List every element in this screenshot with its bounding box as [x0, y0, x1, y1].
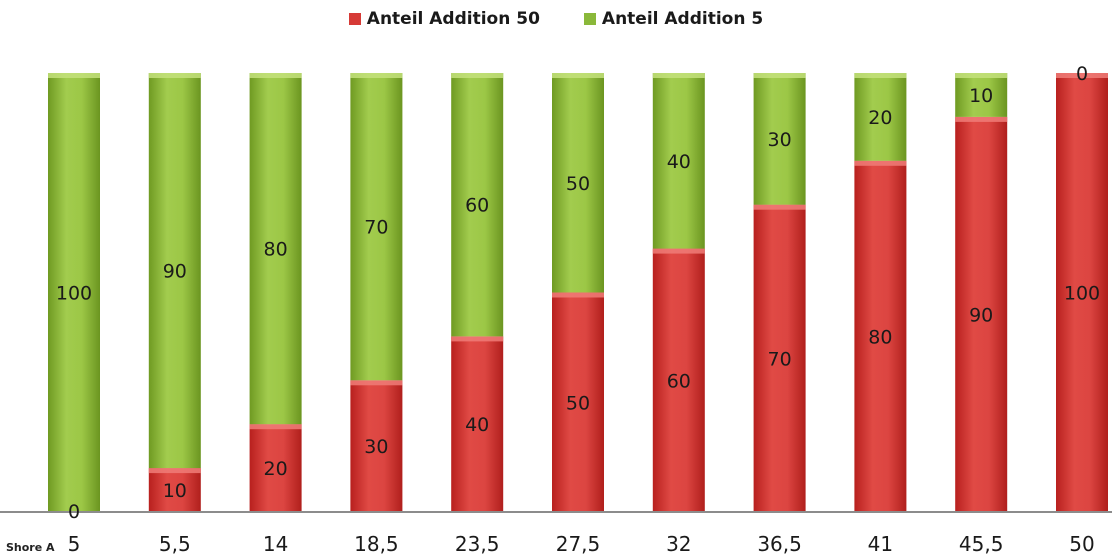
- x-axis-title: Shore A: [6, 541, 55, 554]
- x-tick-label: 5: [68, 532, 81, 556]
- data-label: 80: [264, 239, 288, 261]
- data-label: 40: [465, 414, 489, 436]
- bar-segment-addition-5: [753, 73, 806, 205]
- bar-segment-highlight: [753, 73, 806, 78]
- data-label: 90: [163, 261, 187, 283]
- bar-segment-highlight: [148, 73, 201, 78]
- bar-segment-highlight: [955, 116, 1008, 122]
- data-label: 70: [364, 217, 388, 239]
- x-tick-label: 18,5: [354, 532, 399, 556]
- bar-segment-addition-50: [249, 424, 302, 512]
- bar-segment-highlight: [552, 292, 604, 298]
- bar-segment-highlight: [854, 73, 907, 78]
- bar-segment-highlight: [350, 73, 403, 78]
- legend-label-addition-50: Anteil Addition 50: [366, 9, 540, 29]
- data-label: 30: [364, 436, 388, 458]
- data-label: 20: [264, 458, 288, 480]
- x-tick-label: 27,5: [556, 532, 601, 556]
- data-label: 0: [68, 501, 80, 523]
- bar-segment-addition-5: [350, 73, 403, 381]
- bar-segment-addition-50: [451, 336, 504, 512]
- bar-segment-highlight: [652, 248, 705, 254]
- data-label: 60: [667, 370, 691, 392]
- data-label: 100: [56, 283, 92, 305]
- labels-layer: 0100510905,5208014307018,5406023,5505027…: [56, 63, 1100, 556]
- x-tick-label: 41: [868, 532, 893, 556]
- x-tick-label: 32: [666, 532, 691, 556]
- legend: Anteil Addition 50 Anteil Addition 5: [0, 9, 1112, 29]
- x-tick-label: 50: [1069, 532, 1094, 556]
- bar-segment-highlight: [249, 424, 302, 430]
- bar-segment-highlight: [350, 380, 403, 386]
- x-tick-label: 5,5: [159, 532, 191, 556]
- bar-segment-highlight: [854, 160, 907, 166]
- legend-swatch-addition-50: [348, 13, 361, 25]
- bar-segment-highlight: [451, 336, 504, 342]
- bar-segment-addition-5: [148, 73, 201, 469]
- legend-swatch-addition-5: [583, 13, 596, 25]
- bar-segment-highlight: [1056, 73, 1108, 78]
- data-label: 40: [667, 151, 691, 173]
- x-tick-label: 14: [263, 532, 288, 556]
- legend-item-addition-50: Anteil Addition 50: [348, 9, 540, 29]
- legend-label-addition-5: Anteil Addition 5: [601, 9, 764, 29]
- data-label: 10: [969, 85, 993, 107]
- bar-segment-addition-5: [48, 73, 100, 512]
- bar-segment-highlight: [48, 73, 100, 78]
- bar-segment-addition-50: [652, 248, 705, 512]
- bar-segment-highlight: [753, 204, 806, 210]
- data-label: 50: [566, 173, 590, 195]
- data-label: 50: [566, 392, 590, 414]
- bar-segment-addition-50: [148, 468, 201, 512]
- bar-segment-addition-5: [552, 73, 604, 293]
- bar-segment-addition-50: [955, 116, 1008, 513]
- data-label: 10: [163, 480, 187, 502]
- data-label: 100: [1064, 283, 1100, 305]
- legend-item-addition-5: Anteil Addition 5: [583, 9, 764, 29]
- data-label: 90: [969, 304, 993, 326]
- bar-segment-addition-50: [1056, 73, 1108, 512]
- bar-segment-addition-5: [955, 73, 1008, 117]
- bar-segment-highlight: [552, 73, 604, 78]
- data-label: 80: [868, 326, 892, 348]
- x-tick-label: 23,5: [455, 532, 500, 556]
- bar-segment-addition-5: [854, 73, 907, 161]
- data-label: 70: [768, 348, 792, 370]
- bar-segment-addition-5: [451, 73, 504, 337]
- bar-segment-highlight: [955, 73, 1008, 78]
- x-tick-label: 36,5: [757, 532, 802, 556]
- bar-segment-highlight: [148, 468, 201, 474]
- bar-segment-addition-50: [854, 160, 907, 513]
- bar-segment-addition-50: [552, 292, 604, 512]
- data-label: 30: [768, 129, 792, 151]
- data-label: 20: [868, 107, 892, 129]
- bar-segment-addition-5: [652, 73, 705, 249]
- bar-segment-highlight: [652, 73, 705, 78]
- bar-segment-addition-50: [753, 204, 806, 512]
- bar-segment-highlight: [249, 73, 302, 78]
- bar-segment-addition-5: [249, 73, 302, 425]
- data-label: 60: [465, 195, 489, 217]
- bar-segment-addition-50: [350, 380, 403, 512]
- x-tick-label: 45,5: [959, 532, 1004, 556]
- data-label: 0: [1076, 63, 1088, 85]
- bars-layer: [48, 73, 1108, 513]
- bar-segment-highlight: [451, 73, 504, 78]
